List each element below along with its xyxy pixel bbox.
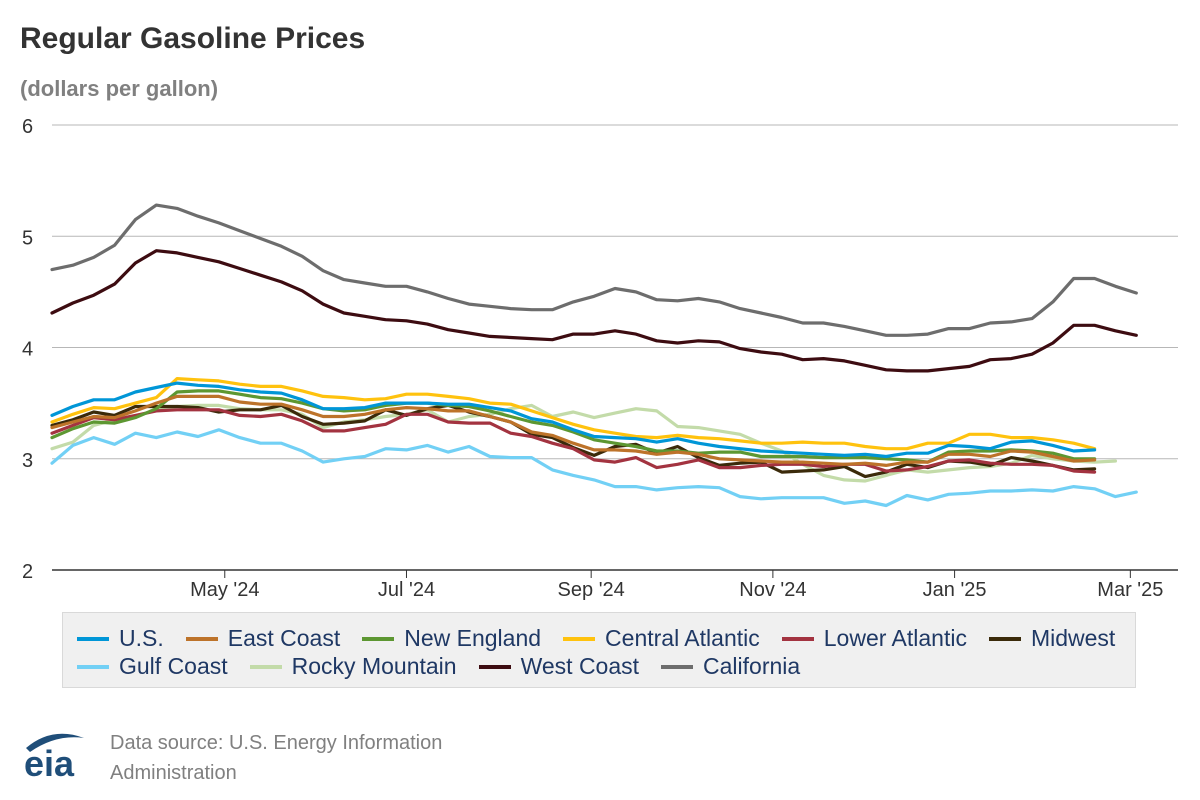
legend-label: U.S.	[119, 625, 164, 651]
eia-logo-swoosh	[26, 733, 84, 752]
legend-label: Central Atlantic	[605, 625, 760, 651]
legend-swatch	[77, 636, 109, 641]
chart-title: Regular Gasoline Prices	[20, 22, 366, 55]
legend-label: Midwest	[1030, 625, 1116, 651]
legend-swatch	[781, 636, 814, 641]
legend-row: U.S. East Coast New England Central Atlanti…	[77, 625, 1137, 652]
legend-item-california[interactable]: California	[661, 653, 800, 680]
chart-legend: U.S. East Coast New England Central Atlanti…	[62, 612, 1136, 688]
legend-label: West Coast	[520, 653, 640, 679]
legend-label: Gulf Coast	[119, 653, 228, 679]
chart-subtitle: (dollars per gallon)	[20, 76, 219, 101]
legend-label: New England	[404, 625, 542, 651]
series-line-west-coast	[50, 249, 1138, 373]
series-line-midwest	[50, 403, 1097, 479]
y-tick-label: 3	[22, 450, 33, 472]
series-line-u-s	[50, 381, 1097, 459]
y-tick-label: 5	[22, 227, 33, 249]
legend-swatch	[77, 664, 109, 669]
legend-swatch	[185, 636, 218, 641]
legend-swatch	[249, 664, 282, 669]
x-tick-label: Jan '25	[923, 579, 987, 601]
x-tick-label: May '24	[190, 579, 259, 601]
legend-swatch	[988, 636, 1021, 641]
y-tick-label: 4	[22, 339, 33, 361]
legend-swatch	[362, 636, 395, 641]
x-tick-label: Jul '24	[378, 579, 435, 601]
legend-label: California	[703, 653, 801, 679]
legend-swatch	[563, 636, 596, 641]
legend-label: East Coast	[227, 625, 341, 651]
legend-label: Lower Atlantic	[823, 625, 967, 651]
legend-item-new-england[interactable]: New England	[362, 625, 541, 652]
x-tick-label: Mar '25	[1097, 579, 1163, 601]
x-tick-label: Nov '24	[739, 579, 806, 601]
x-tick-label: Sep '24	[558, 579, 625, 601]
series-line-lower-atlantic	[50, 408, 1097, 474]
legend-item-gulf-coast[interactable]: Gulf Coast	[77, 653, 228, 680]
y-tick-label: 6	[22, 116, 33, 138]
series-line-gulf-coast	[50, 428, 1138, 508]
legend-item-central-atlantic[interactable]: Central Atlantic	[563, 625, 760, 652]
series-line-california	[50, 203, 1138, 337]
legend-item-east-coast[interactable]: East Coast	[185, 625, 341, 652]
legend-swatch	[478, 664, 511, 669]
legend-item-u-s[interactable]: U.S.	[77, 625, 164, 652]
legend-item-rocky-mountain[interactable]: Rocky Mountain	[249, 653, 457, 680]
legend-item-midwest[interactable]: Midwest	[988, 625, 1116, 652]
legend-item-west-coast[interactable]: West Coast	[478, 653, 640, 680]
eia-logo: eia	[24, 733, 84, 784]
legend-swatch	[661, 664, 694, 669]
series-line-new-england	[50, 389, 1097, 464]
series-line-rocky-mountain	[50, 403, 1118, 483]
data-source-note: Data source: U.S. Energy Information Adm…	[110, 732, 443, 784]
legend-label: Rocky Mountain	[291, 653, 457, 679]
y-tick-label: 2	[22, 561, 33, 583]
series-line-central-atlantic	[50, 377, 1097, 451]
legend-item-lower-atlantic[interactable]: Lower Atlantic	[781, 625, 967, 652]
series-line-east-coast	[50, 394, 1097, 467]
legend-row: Gulf Coast Rocky Mountain West Coast Califo…	[77, 653, 822, 680]
eia-logo-text: eia	[24, 743, 75, 784]
